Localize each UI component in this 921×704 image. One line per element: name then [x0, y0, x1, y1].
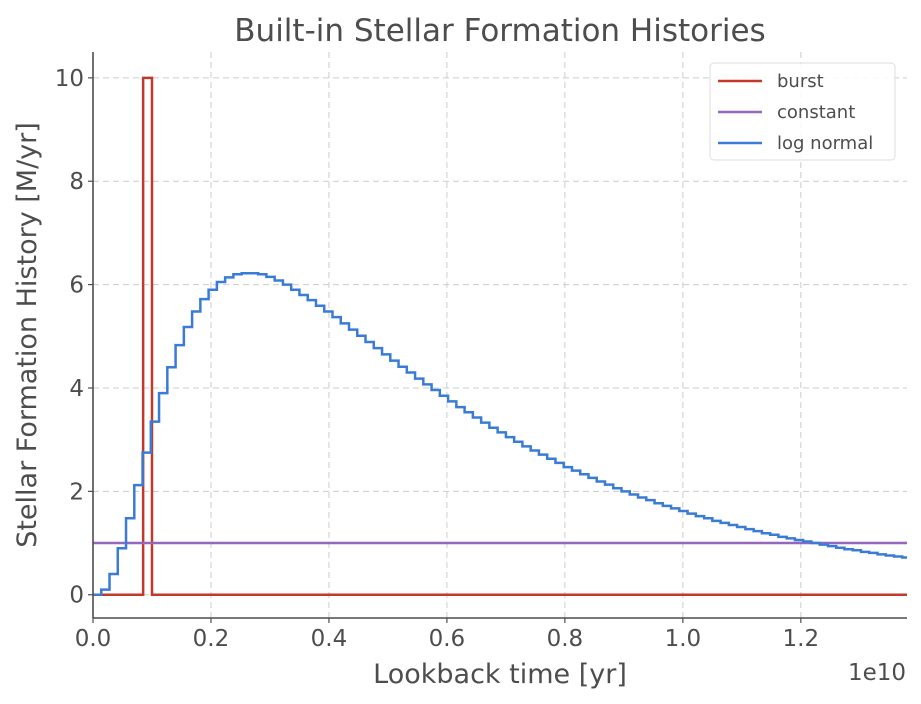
y-tick-label: 0 — [69, 583, 84, 609]
series-line-log-normal — [93, 271, 907, 596]
legend-label: burst — [777, 71, 824, 92]
y-axis-label: Stellar Formation History [M/yr] — [12, 122, 43, 548]
x-tick-label: 0.2 — [193, 626, 230, 652]
x-offset-label: 1e10 — [848, 660, 906, 686]
x-tick-label: 1.0 — [665, 626, 702, 652]
legend: burst constant log normal — [709, 62, 896, 161]
x-axis-label: Lookback time [yr] — [373, 659, 627, 690]
y-tick-label: 4 — [69, 376, 84, 402]
x-tick-label: 1.2 — [783, 626, 820, 652]
x-tick-label: 0.0 — [75, 626, 112, 652]
chart-title: Built-in Stellar Formation Histories — [234, 13, 765, 49]
x-tick-label: 0.8 — [547, 626, 584, 652]
axes: 0.0 0.2 0.4 0.6 0.8 1.0 1.2 0 2 4 6 8 10 — [55, 52, 907, 652]
y-tick-label: 2 — [69, 479, 84, 505]
y-tick-label: 8 — [69, 169, 84, 195]
y-tick-label: 10 — [55, 66, 84, 92]
legend-box — [709, 62, 896, 161]
legend-label: constant — [777, 102, 855, 123]
y-tick-label: 6 — [69, 273, 84, 299]
x-tick-label: 0.6 — [429, 626, 466, 652]
x-tick-label: 0.4 — [311, 626, 348, 652]
series-line-burst — [93, 76, 907, 596]
legend-label: log normal — [777, 133, 873, 154]
plot-series — [93, 76, 907, 596]
